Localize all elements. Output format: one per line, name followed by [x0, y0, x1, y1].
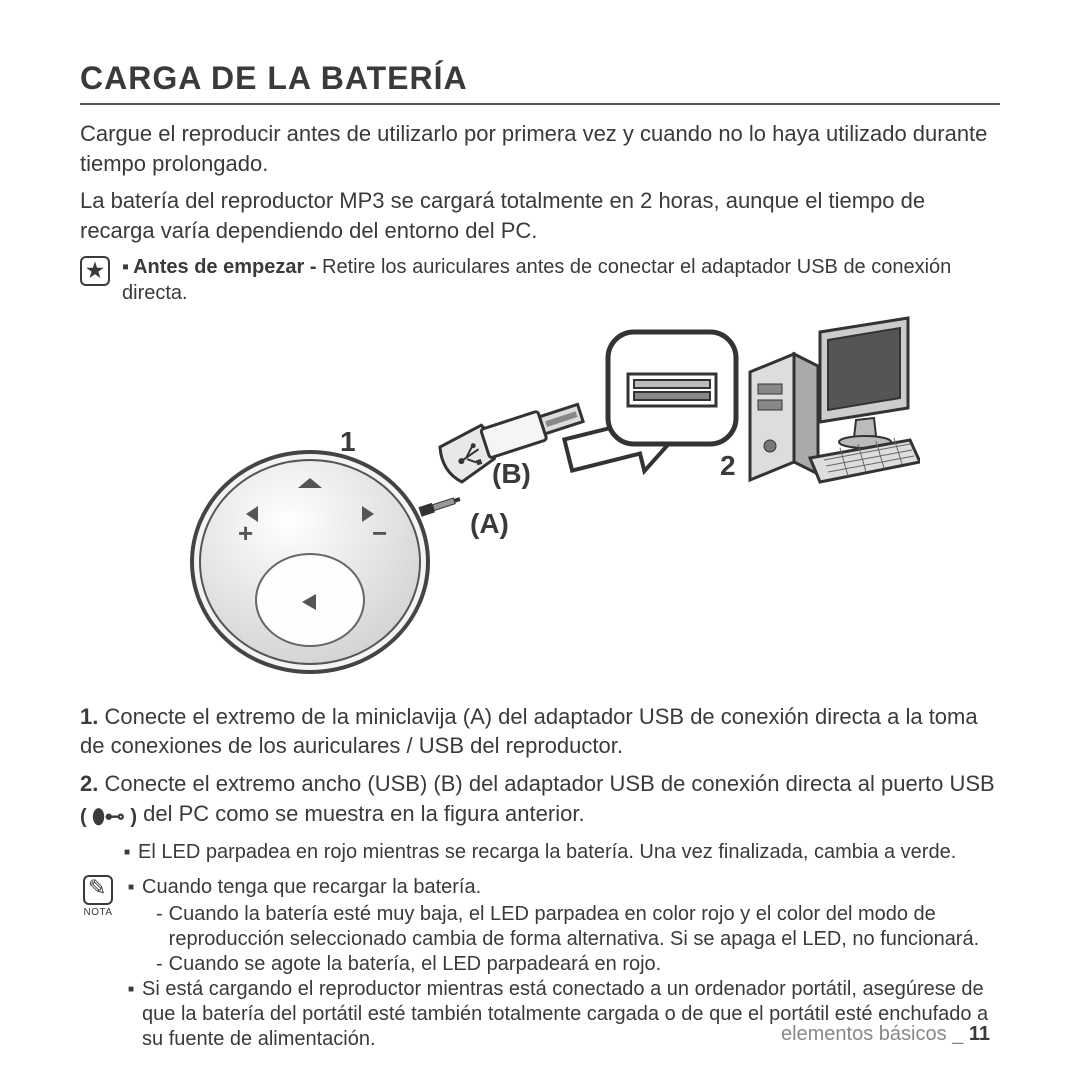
section-title: CARGA DE LA BATERÍA [80, 60, 1000, 105]
nota-item-1a: Cuando la batería esté muy baja, el LED … [169, 902, 1000, 952]
intro-paragraph-1: Cargue el reproducir antes de utilizarlo… [80, 119, 1000, 178]
svg-text:+: + [238, 518, 253, 548]
before-start-callout: ★ ▪Antes de empezar - Retire los auricul… [80, 254, 1000, 306]
diagram-label-1: 1 [340, 426, 356, 458]
step-1: 1. Conecte el extremo de la miniclavija … [80, 702, 1000, 761]
nota-item-1: Cuando tenga que recargar la batería. [142, 875, 481, 900]
nota-icon: NOTA [80, 875, 116, 918]
intro-paragraph-2: La batería del reproductor MP3 se cargar… [80, 186, 1000, 245]
diagram-label-a: (A) [470, 508, 509, 540]
charging-diagram: + − [160, 312, 920, 692]
numbered-steps: 1. Conecte el extremo de la miniclavija … [80, 702, 1000, 831]
star-icon: ★ [80, 256, 110, 286]
usb-icon: ( ⬮⊷ ) [80, 804, 137, 831]
diagram-label-b: (B) [492, 458, 531, 490]
page-footer: elementos básicos _ 11 [781, 1023, 990, 1046]
nota-item-1b: Cuando se agote la batería, el LED parpa… [169, 952, 662, 977]
before-start-text: ▪Antes de empezar - Retire los auricular… [122, 254, 1000, 306]
diagram-label-2: 2 [720, 450, 736, 482]
svg-text:−: − [372, 518, 387, 548]
led-note: El LED parpadea en rojo mientras se reca… [138, 839, 956, 865]
step-2: 2. Conecte el extremo ancho (USB) (B) de… [80, 769, 1000, 831]
step-2-sublist: ■El LED parpadea en rojo mientras se rec… [80, 839, 1000, 865]
